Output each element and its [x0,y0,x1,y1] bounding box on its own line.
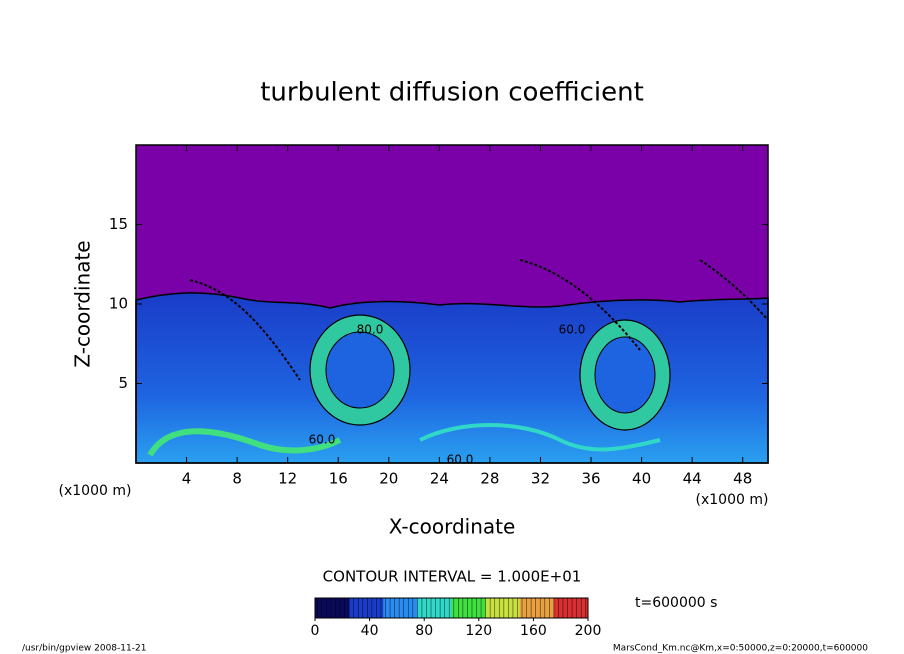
colorbar-frame [314,597,589,619]
x-unit: (x1000 m) [696,492,769,508]
colorbar-tick-label: 0 [311,623,320,639]
y-unit: (x1000 m) [59,483,132,499]
colorbar-segment [417,598,452,618]
colorbar-segment [553,598,589,618]
x-tick-label: 36 [581,470,600,488]
x-tick-label: 8 [232,470,242,488]
x-tick-label: 16 [329,470,348,488]
y-axis-label: Z-coordinate [71,240,95,367]
y-tick-label: 10 [109,295,128,313]
colorbar-segment [383,598,418,618]
x-tick-label: 12 [278,470,297,488]
contour-label: 80.0 [357,323,384,337]
y-tick-label: 5 [118,374,128,392]
colorbar-tick-label: 40 [361,623,379,639]
x-tick-label: 48 [733,470,752,488]
colorbar-segment [349,598,384,618]
colorbar-segment [519,598,555,618]
colorbar-segment [485,598,521,618]
contour-label: 60.0 [309,433,336,447]
x-tick-label: 40 [632,470,651,488]
colorbar-tick-label: 120 [465,623,492,639]
chart-title: turbulent diffusion coefficient [260,78,644,108]
contour-interval: CONTOUR INTERVAL = 1.000E+01 [323,568,582,586]
colorbar-tick-label: 200 [575,623,602,639]
contour-field [135,145,769,464]
contour-label: 60.0 [447,453,474,467]
colorbar-segment [451,598,487,618]
x-tick-label: 24 [430,470,449,488]
contour-label: 60.0 [559,323,586,337]
y-tick-label: 15 [109,215,128,233]
x-tick-label: 32 [531,470,550,488]
x-axis-label: X-coordinate [389,515,516,539]
time-text: t=600000 s [635,595,717,611]
colorbar-segment [315,598,350,618]
x-tick-label: 20 [379,470,398,488]
x-tick-label: 4 [182,470,192,488]
x-tick-label: 44 [683,470,702,488]
x-tick-label: 28 [480,470,499,488]
colorbar-tick-label: 160 [520,623,547,639]
colorbar-tick-label: 80 [415,623,433,639]
footer-left: /usr/bin/gpview 2008-11-21 [22,644,146,654]
footer-right: MarsCond_Km.nc@Km,x=0:50000,z=0:20000,t=… [613,644,868,654]
